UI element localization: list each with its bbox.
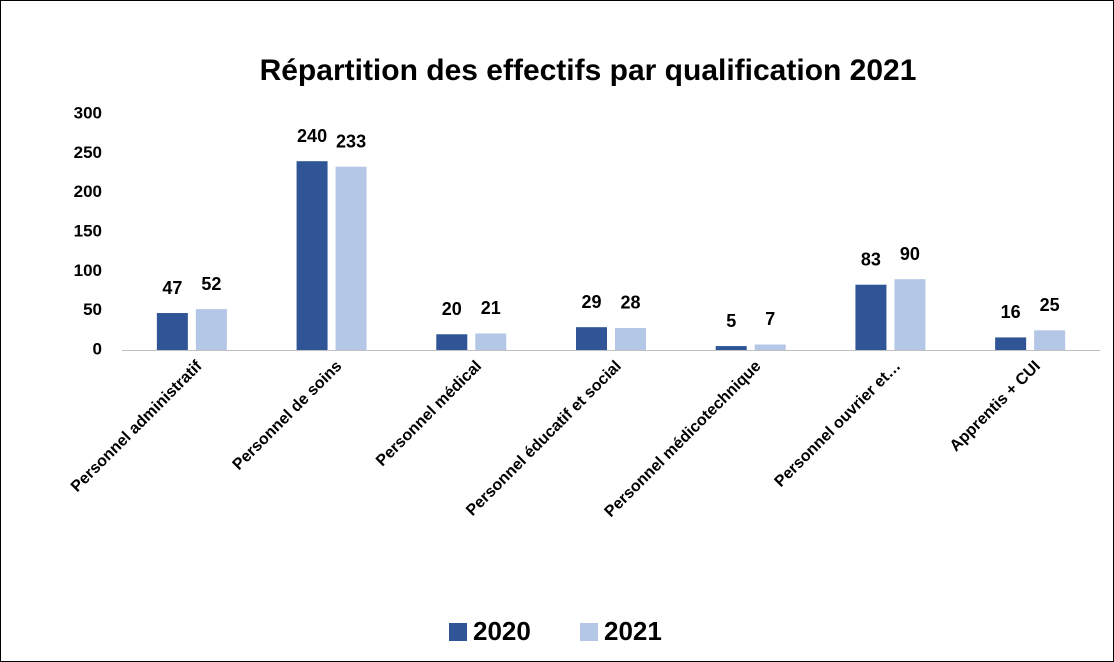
legend-label: 2020: [473, 616, 531, 646]
bar: [335, 166, 367, 350]
data-label: 20: [442, 299, 462, 319]
y-tick-label: 250: [74, 143, 102, 162]
data-label: 28: [620, 293, 640, 313]
chart-title: Répartition des effectifs par qualificat…: [260, 54, 917, 87]
bar: [156, 313, 188, 350]
data-label: 83: [861, 249, 881, 269]
data-label: 52: [201, 274, 221, 294]
legend-swatch: [449, 623, 467, 641]
y-tick-label: 100: [74, 261, 102, 280]
y-tick-label: 0: [93, 339, 102, 358]
bar: [576, 327, 607, 350]
data-label: 7: [765, 309, 775, 329]
bar: [195, 309, 227, 350]
bar: [615, 327, 646, 350]
data-label: 5: [726, 311, 736, 331]
legend-label: 2021: [604, 616, 662, 646]
bar: [1034, 330, 1066, 350]
data-label: 16: [1001, 302, 1021, 322]
data-label: 47: [162, 278, 182, 298]
bar: [754, 344, 786, 350]
y-tick-label: 150: [74, 221, 102, 240]
y-tick-label: 300: [74, 103, 102, 122]
bar: [296, 161, 328, 350]
data-label: 233: [336, 131, 366, 151]
y-tick-label: 50: [83, 300, 102, 319]
data-label: 21: [481, 298, 501, 318]
data-label: 29: [581, 292, 601, 312]
bar: [715, 346, 747, 350]
bar: [855, 284, 887, 350]
data-label: 240: [297, 126, 327, 146]
bar: [995, 337, 1027, 350]
data-label: 25: [1040, 295, 1060, 315]
bar: [436, 334, 468, 350]
legend-swatch: [580, 623, 598, 641]
y-tick-label: 200: [74, 182, 102, 201]
data-label: 90: [900, 244, 920, 264]
bar: [475, 333, 507, 350]
bar: [894, 279, 926, 350]
